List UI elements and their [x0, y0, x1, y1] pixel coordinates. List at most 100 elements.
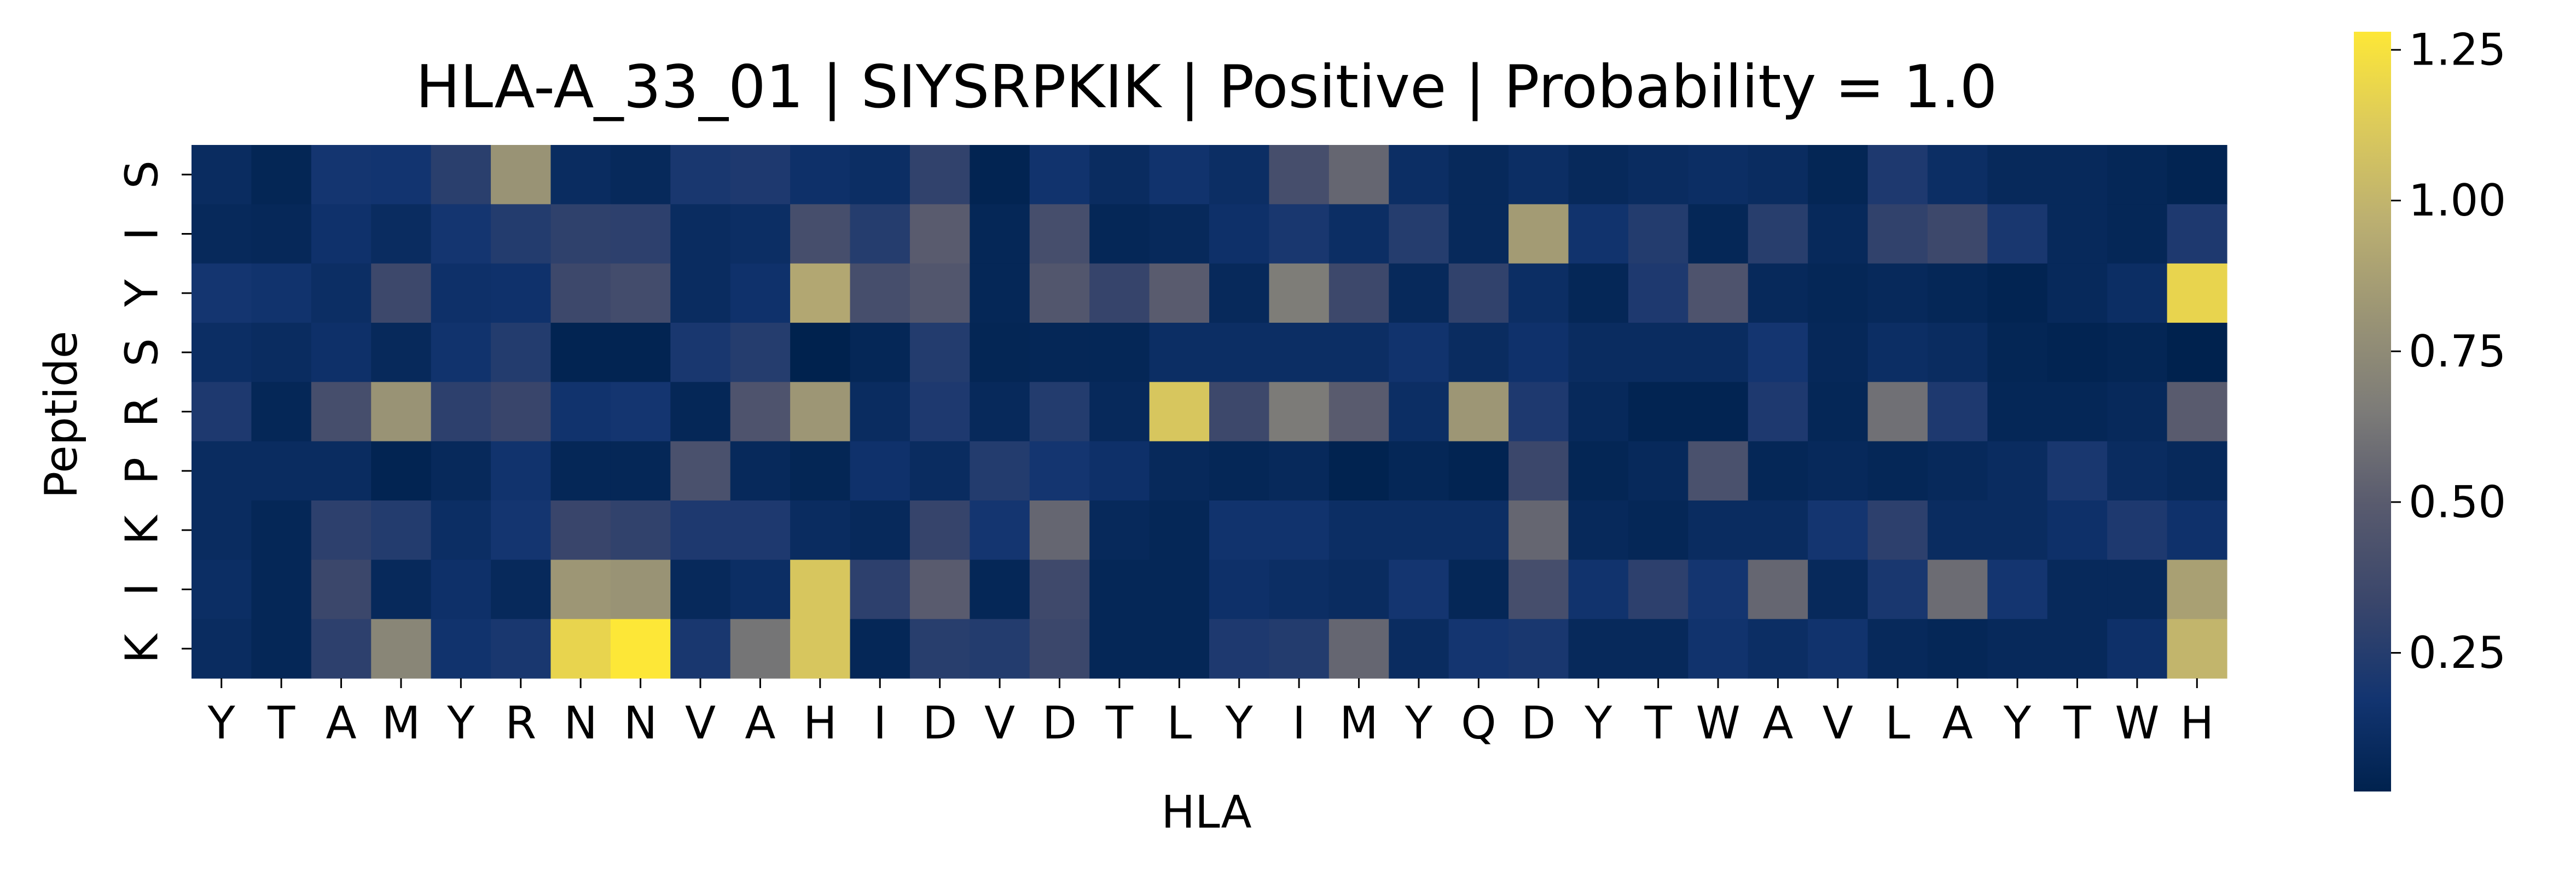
x-tick-label: I: [1292, 697, 1306, 749]
heatmap-cell: [311, 263, 372, 323]
heatmap-cell: [1389, 500, 1449, 560]
heatmap-cell: [2107, 560, 2168, 620]
heatmap-cell: [1209, 560, 1270, 620]
heatmap-cell: [1448, 204, 1509, 264]
heatmap-cell: [1867, 204, 1928, 264]
heatmap-cell: [790, 204, 851, 264]
heatmap-cell: [1328, 263, 1389, 323]
heatmap-cell: [311, 500, 372, 560]
heatmap-cell: [970, 560, 1030, 620]
heatmap-cell: [2167, 263, 2227, 323]
heatmap-cell: [2107, 204, 2168, 264]
heatmap-cell: [1328, 145, 1389, 205]
heatmap-cell: [790, 382, 851, 442]
heatmap-cell: [2047, 619, 2108, 679]
heatmap-cell: [1688, 560, 1749, 620]
heatmap-cell: [431, 619, 491, 679]
heatmap-cell: [1808, 441, 1869, 501]
heatmap-cell: [909, 500, 970, 560]
heatmap-cell: [311, 619, 372, 679]
heatmap-cell: [1089, 145, 1150, 205]
heatmap-cell: [1448, 145, 1509, 205]
heatmap-cell: [1269, 560, 1330, 620]
heatmap-cell: [1029, 619, 1090, 679]
heatmap-cell: [1149, 382, 1210, 442]
heatmap-cell: [251, 500, 312, 560]
heatmap-cell: [970, 500, 1030, 560]
heatmap-cell: [1089, 323, 1150, 382]
heatmap-cell: [1568, 323, 1629, 382]
heatmap-cell: [1149, 145, 1210, 205]
heatmap-cell: [431, 382, 491, 442]
heatmap-cell: [1149, 323, 1210, 382]
heatmap-cell: [790, 500, 851, 560]
heatmap-cell: [1149, 204, 1210, 264]
y-tick-label: R: [117, 396, 169, 427]
heatmap-cell: [431, 500, 491, 560]
heatmap-cell: [431, 441, 491, 501]
heatmap-cell: [1568, 441, 1629, 501]
heatmap-cell: [2107, 500, 2168, 560]
heatmap-cell: [2167, 204, 2227, 264]
heatmap-cell: [1089, 441, 1150, 501]
x-axis-label: HLA: [1161, 787, 1251, 839]
heatmap-cell: [970, 145, 1030, 205]
heatmap-cell: [970, 204, 1030, 264]
heatmap-cell: [1867, 323, 1928, 382]
heatmap-cell: [1448, 382, 1509, 442]
heatmap-cell: [909, 204, 970, 264]
heatmap-cell: [550, 441, 611, 501]
heatmap-cell: [2107, 323, 2168, 382]
heatmap-cell: [1867, 560, 1928, 620]
heatmap-cell: [431, 323, 491, 382]
heatmap-cell: [550, 560, 611, 620]
heatmap-cell: [2047, 145, 2108, 205]
x-tick-label: N: [624, 697, 657, 749]
heatmap-cell: [1089, 500, 1150, 560]
heatmap-cell: [1209, 500, 1270, 560]
heatmap-cell: [1029, 145, 1090, 205]
heatmap-cell: [2167, 382, 2227, 442]
heatmap-cell: [909, 382, 970, 442]
heatmap-cell: [850, 145, 910, 205]
heatmap-cell: [1389, 145, 1449, 205]
x-tick-label: M: [1339, 697, 1378, 749]
heatmap-cell: [1509, 323, 1569, 382]
heatmap-cell: [192, 145, 252, 205]
chart-title: HLA-A_33_01 | SIYSRPKIK | Positive | Pro…: [416, 53, 1998, 121]
heatmap-cell: [970, 323, 1030, 382]
heatmap-cell: [1269, 441, 1330, 501]
heatmap-cell: [1269, 263, 1330, 323]
heatmap-cell: [1688, 441, 1749, 501]
heatmap-cell: [1509, 382, 1569, 442]
heatmap-cell: [790, 263, 851, 323]
heatmap-cell: [1867, 382, 1928, 442]
heatmap-cell: [1927, 560, 1988, 620]
heatmap-cell: [850, 560, 910, 620]
y-tick-label: I: [117, 583, 169, 596]
heatmap-cell: [1748, 145, 1808, 205]
heatmap-cell: [550, 500, 611, 560]
heatmap-cell: [2107, 263, 2168, 323]
heatmap-cell: [1448, 560, 1509, 620]
heatmap-cell: [311, 382, 372, 442]
heatmap-cell: [1628, 500, 1689, 560]
heatmap-cell: [192, 323, 252, 382]
heatmap-cell: [1628, 382, 1689, 442]
heatmap-cell: [1867, 500, 1928, 560]
heatmap-cell: [1568, 560, 1629, 620]
heatmap-cell: [192, 560, 252, 620]
heatmap-cell: [1688, 145, 1749, 205]
heatmap-cell: [1089, 263, 1150, 323]
heatmap-cell: [192, 263, 252, 323]
heatmap-cell: [371, 204, 432, 264]
colorbar-tick-label: 0.50: [2409, 476, 2506, 527]
heatmap-cell: [909, 619, 970, 679]
heatmap-cell: [2167, 145, 2227, 205]
heatmap-cell: [550, 619, 611, 679]
heatmap-cell: [1389, 441, 1449, 501]
heatmap-cell: [311, 145, 372, 205]
x-tick-label: R: [505, 697, 536, 749]
